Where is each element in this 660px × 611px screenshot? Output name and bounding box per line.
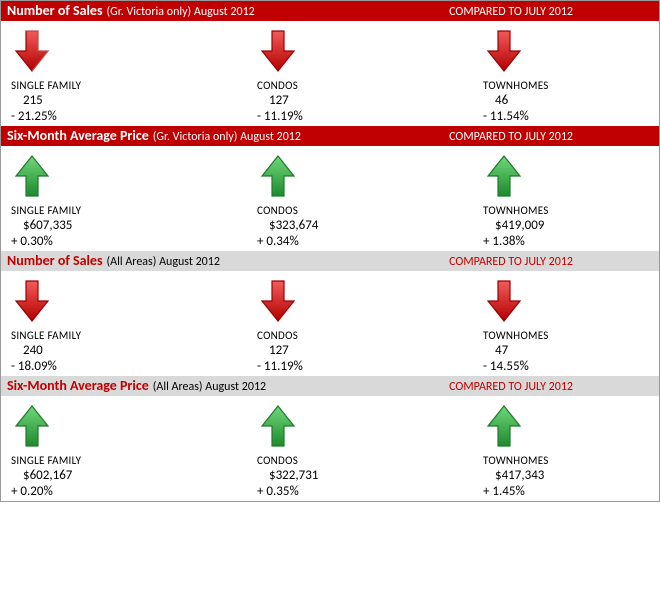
metric-col: TOWNHOMES 46 - 11.54% bbox=[483, 25, 649, 124]
metric-pct: - 21.25% bbox=[11, 109, 257, 124]
section-header-0: Number of Sales (Gr. Victoria only) Augu… bbox=[1, 1, 659, 21]
metric-pct: + 0.20% bbox=[11, 484, 257, 499]
metric-pct: + 0.35% bbox=[257, 484, 483, 499]
metric-pct: - 11.19% bbox=[257, 359, 483, 374]
infographic-container: Number of Sales (Gr. Victoria only) Augu… bbox=[0, 0, 660, 502]
arrow-up-icon bbox=[483, 150, 649, 202]
metric-category: TOWNHOMES bbox=[483, 329, 649, 342]
section-sub: (All Areas) August 2012 bbox=[107, 255, 220, 269]
section-compare: COMPARED TO JULY 2012 bbox=[449, 5, 653, 19]
metric-value: $323,674 bbox=[257, 218, 483, 233]
metric-value: 46 bbox=[483, 93, 649, 108]
metric-category: CONDOS bbox=[257, 79, 483, 92]
metric-col: CONDOS 127 - 11.19% bbox=[257, 25, 483, 124]
metric-category: CONDOS bbox=[257, 454, 483, 467]
metric-value: 240 bbox=[11, 343, 257, 358]
metric-category: TOWNHOMES bbox=[483, 79, 649, 92]
metric-category: SINGLE FAMILY bbox=[11, 204, 257, 217]
metric-category: TOWNHOMES bbox=[483, 454, 649, 467]
arrow-down-icon bbox=[483, 275, 649, 327]
metric-col: CONDOS 127 - 11.19% bbox=[257, 275, 483, 374]
metric-col: CONDOS $322,731 + 0.35% bbox=[257, 400, 483, 499]
metric-value: $602,167 bbox=[11, 468, 257, 483]
arrow-up-icon bbox=[11, 400, 257, 452]
arrow-up-icon bbox=[483, 400, 649, 452]
metric-pct: - 14.55% bbox=[483, 359, 649, 374]
metric-pct: + 1.38% bbox=[483, 234, 649, 249]
section-compare: COMPARED TO JULY 2012 bbox=[449, 380, 653, 394]
metric-pct: + 0.34% bbox=[257, 234, 483, 249]
section-sub: (All Areas) August 2012 bbox=[153, 380, 266, 394]
section-header-1: Six-Month Average Price (Gr. Victoria on… bbox=[1, 126, 659, 146]
arrow-down-icon bbox=[11, 275, 257, 327]
metric-value: 127 bbox=[257, 93, 483, 108]
metric-value: $417,343 bbox=[483, 468, 649, 483]
section-compare: COMPARED TO JULY 2012 bbox=[449, 255, 653, 269]
metric-col: CONDOS $323,674 + 0.34% bbox=[257, 150, 483, 249]
metric-col: SINGLE FAMILY 215 - 21.25% bbox=[11, 25, 257, 124]
metric-col: TOWNHOMES $419,009 + 1.38% bbox=[483, 150, 649, 249]
metric-category: SINGLE FAMILY bbox=[11, 329, 257, 342]
metric-col: SINGLE FAMILY $602,167 + 0.20% bbox=[11, 400, 257, 499]
metric-category: CONDOS bbox=[257, 329, 483, 342]
metric-value: 215 bbox=[11, 93, 257, 108]
arrow-up-icon bbox=[11, 150, 257, 202]
metric-category: CONDOS bbox=[257, 204, 483, 217]
section-row-1: SINGLE FAMILY $607,335 + 0.30% CONDOS $3… bbox=[1, 146, 659, 251]
arrow-up-icon bbox=[257, 150, 483, 202]
section-row-2: SINGLE FAMILY 240 - 18.09% CONDOS 127 - … bbox=[1, 271, 659, 376]
arrow-down-icon bbox=[11, 25, 257, 77]
section-sub: (Gr. Victoria only) August 2012 bbox=[153, 130, 301, 144]
metric-pct: - 11.19% bbox=[257, 109, 483, 124]
metric-col: TOWNHOMES $417,343 + 1.45% bbox=[483, 400, 649, 499]
metric-value: $607,335 bbox=[11, 218, 257, 233]
metric-col: SINGLE FAMILY 240 - 18.09% bbox=[11, 275, 257, 374]
metric-pct: + 0.30% bbox=[11, 234, 257, 249]
metric-pct: - 18.09% bbox=[11, 359, 257, 374]
section-row-3: SINGLE FAMILY $602,167 + 0.20% CONDOS $3… bbox=[1, 396, 659, 501]
section-title: Number of Sales bbox=[7, 252, 103, 269]
metric-category: TOWNHOMES bbox=[483, 204, 649, 217]
metric-value: 47 bbox=[483, 343, 649, 358]
metric-col: SINGLE FAMILY $607,335 + 0.30% bbox=[11, 150, 257, 249]
arrow-down-icon bbox=[483, 25, 649, 77]
metric-col: TOWNHOMES 47 - 14.55% bbox=[483, 275, 649, 374]
arrow-down-icon bbox=[257, 275, 483, 327]
section-header-3: Six-Month Average Price (All Areas) Augu… bbox=[1, 376, 659, 396]
section-compare: COMPARED TO JULY 2012 bbox=[449, 130, 653, 144]
section-title: Six-Month Average Price bbox=[7, 127, 149, 144]
metric-value: 127 bbox=[257, 343, 483, 358]
metric-category: SINGLE FAMILY bbox=[11, 454, 257, 467]
section-title: Number of Sales bbox=[7, 2, 103, 19]
arrow-up-icon bbox=[257, 400, 483, 452]
arrow-down-icon bbox=[257, 25, 483, 77]
metric-pct: + 1.45% bbox=[483, 484, 649, 499]
metric-pct: - 11.54% bbox=[483, 109, 649, 124]
section-sub: (Gr. Victoria only) August 2012 bbox=[107, 5, 255, 19]
metric-value: $419,009 bbox=[483, 218, 649, 233]
section-header-2: Number of Sales (All Areas) August 2012 … bbox=[1, 251, 659, 271]
metric-value: $322,731 bbox=[257, 468, 483, 483]
section-title: Six-Month Average Price bbox=[7, 377, 149, 394]
section-row-0: SINGLE FAMILY 215 - 21.25% CONDOS 127 - … bbox=[1, 21, 659, 126]
metric-category: SINGLE FAMILY bbox=[11, 79, 257, 92]
